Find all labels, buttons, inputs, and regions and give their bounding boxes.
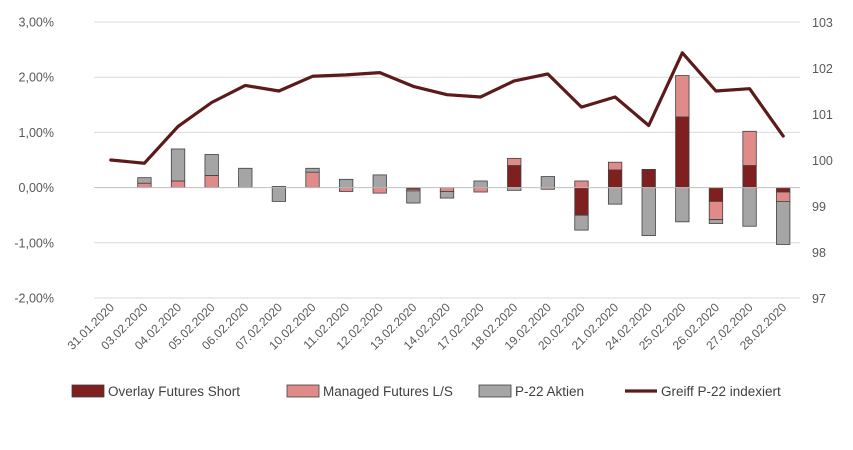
y-right-tick-label: 98: [812, 246, 826, 260]
bar-p-22-aktien-25.02.2020: [675, 187, 690, 223]
line-layer: [109, 51, 785, 165]
y-right-tick-label: 99: [812, 200, 826, 214]
legend-label: Overlay Futures Short: [108, 384, 240, 399]
bar-overlay-futures-short-28.02.2020: [776, 187, 791, 193]
bar-overlay-futures-short-26.02.2020: [708, 187, 724, 202]
bar-p-22-aktien-05.02.2020: [204, 154, 219, 176]
legend: Overlay Futures Short Managed Futures L/S…: [71, 384, 781, 399]
y-left-tick-label: 2,00%: [19, 71, 54, 85]
bar-p-22-aktien-24.02.2020: [641, 187, 656, 237]
legend-item-p-22-aktien: P-22 Aktien: [478, 384, 584, 399]
bar-p-22-aktien-21.02.2020: [607, 187, 623, 205]
legend-label: P-22 Aktien: [515, 384, 584, 399]
bar-overlay-futures-short-25.02.2020: [675, 116, 690, 188]
y-right-tick-label: 101: [812, 108, 833, 122]
line-greiff-p-22-indexiert: [109, 51, 785, 165]
bar-managed-futures-l-s-18.02.2020: [507, 157, 522, 166]
y-axis-left-ticks: 3,00% 2,00% 1,00% 0,00% -1,00% -2,00%: [14, 16, 54, 306]
y-left-tick-label: 0,00%: [19, 181, 54, 195]
legend-label: Greiff P-22 indexiert: [661, 384, 781, 399]
bar-p-22-aktien-28.02.2020: [776, 200, 791, 245]
bar-overlay-futures-short-24.02.2020: [641, 168, 656, 189]
legend-label: Managed Futures L/S: [323, 384, 453, 399]
y-right-tick-label: 102: [812, 62, 833, 76]
bar-managed-futures-l-s-10.02.2020: [305, 171, 320, 188]
bar-managed-futures-l-s-11.02.2020: [339, 187, 354, 192]
y-right-tick-label: 97: [812, 292, 826, 306]
bar-p-22-aktien-14.02.2020: [439, 191, 455, 199]
legend-item-managed-futures-l-s: Managed Futures L/S: [286, 384, 453, 399]
bar-managed-futures-l-s-17.02.2020: [473, 187, 488, 193]
bar-overlay-futures-short-21.02.2020: [607, 169, 623, 189]
y-right-tick-label: 103: [812, 16, 833, 30]
bar-p-22-aktien-04.02.2020: [170, 148, 186, 182]
y-left-tick-label: 1,00%: [19, 126, 54, 140]
bar-p-22-aktien-13.02.2020: [406, 190, 421, 204]
legend-swatch: [71, 384, 105, 398]
bar-p-22-aktien-26.02.2020: [708, 219, 724, 224]
bar-managed-futures-l-s-26.02.2020: [708, 200, 724, 221]
bar-overlay-futures-short-27.02.2020: [742, 165, 757, 189]
bar-managed-futures-l-s-27.02.2020: [742, 130, 757, 166]
legend-swatch: [478, 384, 512, 398]
bar-p-22-aktien-27.02.2020: [742, 187, 757, 227]
bar-p-22-aktien-10.02.2020: [305, 167, 320, 173]
y-left-tick-label: -2,00%: [14, 292, 54, 306]
bar-managed-futures-l-s-04.02.2020: [170, 180, 186, 188]
bar-managed-futures-l-s-05.02.2020: [204, 175, 219, 188]
y-left-tick-label: 3,00%: [19, 16, 54, 30]
y-left-tick-label: -1,00%: [14, 236, 54, 250]
bar-p-22-aktien-20.02.2020: [574, 214, 589, 231]
bar-overlay-futures-short-20.02.2020: [574, 187, 589, 216]
bar-overlay-futures-short-18.02.2020: [507, 165, 522, 189]
bar-p-22-aktien-03.02.2020: [137, 177, 152, 184]
bar-managed-futures-l-s-20.02.2020: [574, 180, 589, 188]
bar-p-22-aktien-06.02.2020: [238, 167, 253, 188]
legend-swatch: [286, 384, 320, 398]
y-axis-right-ticks: 103 102 101 100 99 98 97: [812, 16, 833, 306]
legend-item-overlay-futures-short: Overlay Futures Short: [71, 384, 240, 399]
y-right-tick-label: 100: [812, 154, 833, 168]
bar-managed-futures-l-s-25.02.2020: [675, 75, 690, 118]
bar-managed-futures-l-s-21.02.2020: [607, 161, 623, 171]
bar-managed-futures-l-s-03.02.2020: [137, 182, 152, 189]
x-axis-ticks: 31.01.202003.02.202004.02.202005.02.2020…: [65, 300, 790, 353]
bar-p-22-aktien-07.02.2020: [271, 187, 287, 202]
bar-p-22-aktien-19.02.2020: [540, 176, 555, 188]
bar-p-22-aktien-17.02.2020: [473, 180, 488, 188]
legend-item-greiff-p-22-indexiert: Greiff P-22 indexiert: [625, 384, 781, 399]
bar-managed-futures-l-s-12.02.2020: [372, 187, 387, 194]
bar-managed-futures-l-s-28.02.2020: [776, 191, 791, 202]
bar-p-22-aktien-12.02.2020: [372, 174, 387, 189]
bar-managed-futures-l-s-14.02.2020: [439, 187, 455, 192]
gridlines: [94, 21, 800, 299]
bar-layer: [137, 75, 791, 245]
bar-p-22-aktien-11.02.2020: [339, 178, 354, 189]
